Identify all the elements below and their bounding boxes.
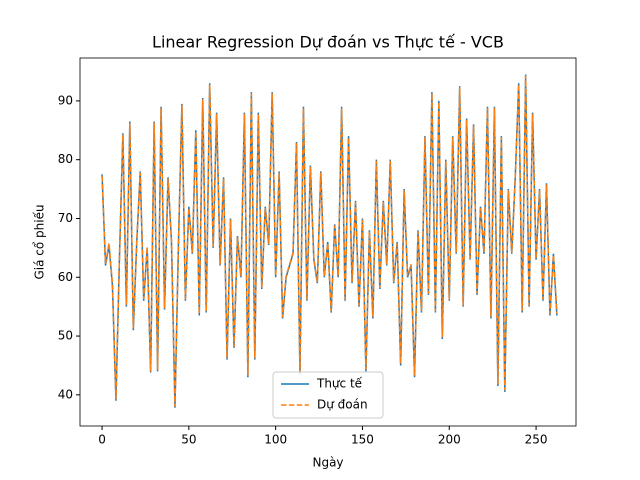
y-tick-label: 60 [58, 270, 73, 284]
plot-frame [79, 57, 577, 427]
y-tick-label: 70 [58, 211, 73, 225]
series-line [101, 75, 558, 407]
legend-label: Dự đoán [317, 398, 368, 412]
x-tick-label: 0 [98, 433, 106, 447]
x-tick-label: 50 [181, 433, 196, 447]
x-tick-label: 150 [351, 433, 374, 447]
x-tick-label: 200 [438, 433, 461, 447]
series-line [101, 74, 558, 408]
legend-label: Thực tế [316, 377, 363, 391]
y-tick-label: 80 [58, 152, 73, 166]
chart-title: Linear Regression Dự đoán vs Thực tế - V… [152, 33, 504, 52]
x-tick-label: 250 [525, 433, 548, 447]
x-tick-label: 100 [264, 433, 287, 447]
y-tick-label: 50 [58, 329, 73, 343]
y-tick-label: 40 [58, 387, 73, 401]
x-axis-label: Ngày [312, 456, 343, 470]
y-tick-label: 90 [58, 93, 73, 107]
y-axis-label: Giá cổ phiếu [33, 204, 47, 279]
